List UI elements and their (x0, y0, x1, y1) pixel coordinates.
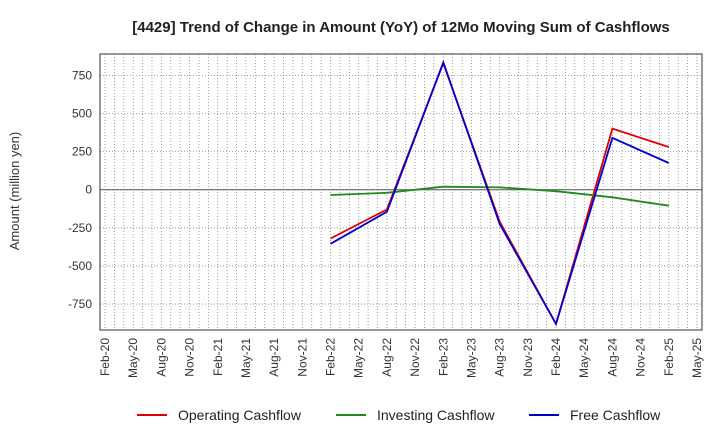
x-tick-label: Nov-20 (183, 338, 197, 377)
chart-title: [4429] Trend of Change in Amount (YoY) o… (132, 19, 670, 36)
y-tick-labels: 750 500 250 0 -250 -500 -750 (68, 68, 92, 311)
x-tick-label: Nov-21 (295, 338, 309, 377)
x-tick-label: Aug-22 (380, 338, 394, 377)
y-tick-label: 0 (85, 183, 92, 197)
x-tick-label: May-22 (352, 338, 366, 378)
x-tick-labels: Feb-20 May-20 Aug-20 Nov-20 Feb-21 May-21 Aug-… (98, 338, 704, 378)
x-tick-label: Nov-23 (521, 338, 535, 377)
plot-frame (99, 53, 703, 331)
y-tick-label: 750 (72, 68, 92, 82)
x-tick-label: Feb-21 (211, 338, 225, 376)
x-tick-label: Feb-23 (436, 338, 450, 376)
y-tick-label: -250 (68, 221, 92, 235)
x-tick-label: Feb-25 (662, 338, 676, 376)
x-tick-label: May-23 (465, 338, 479, 378)
x-tick-label: Feb-20 (98, 338, 112, 376)
legend-label: Free Cashflow (570, 407, 661, 423)
legend-item: Free Cashflow (529, 407, 661, 423)
series-lines (330, 59, 670, 327)
x-tick-label: May-21 (239, 338, 253, 378)
x-tick-label: May-25 (690, 338, 704, 378)
x-tick-label: May-20 (126, 338, 140, 378)
legend-label: Investing Cashflow (377, 407, 495, 423)
series-line-investing-cashflow (330, 185, 669, 207)
y-tick-label: -500 (68, 259, 92, 273)
legend-item: Operating Cashflow (137, 407, 302, 423)
x-tick-label: Aug-24 (605, 338, 619, 377)
x-tick-label: Aug-21 (267, 338, 281, 377)
y-tick-label: 500 (72, 106, 92, 120)
y-axis-label: Amount (million yen) (7, 132, 22, 251)
x-tick-label: Nov-24 (634, 338, 648, 377)
legend-item: Investing Cashflow (336, 407, 495, 423)
legend: Operating Cashflow Investing Cashflow Free… (137, 407, 661, 423)
x-tick-label: Feb-22 (324, 338, 338, 376)
x-tick-label: May-24 (577, 338, 591, 378)
y-tick-label: -750 (68, 297, 92, 311)
x-tick-label: Feb-24 (549, 338, 563, 376)
legend-label: Operating Cashflow (178, 407, 302, 423)
x-tick-label: Aug-20 (154, 338, 168, 377)
y-tick-label: 250 (72, 145, 92, 159)
x-tick-label: Nov-22 (408, 338, 422, 377)
series-line-free-cashflow (330, 59, 670, 327)
x-tick-label: Aug-23 (493, 338, 507, 377)
